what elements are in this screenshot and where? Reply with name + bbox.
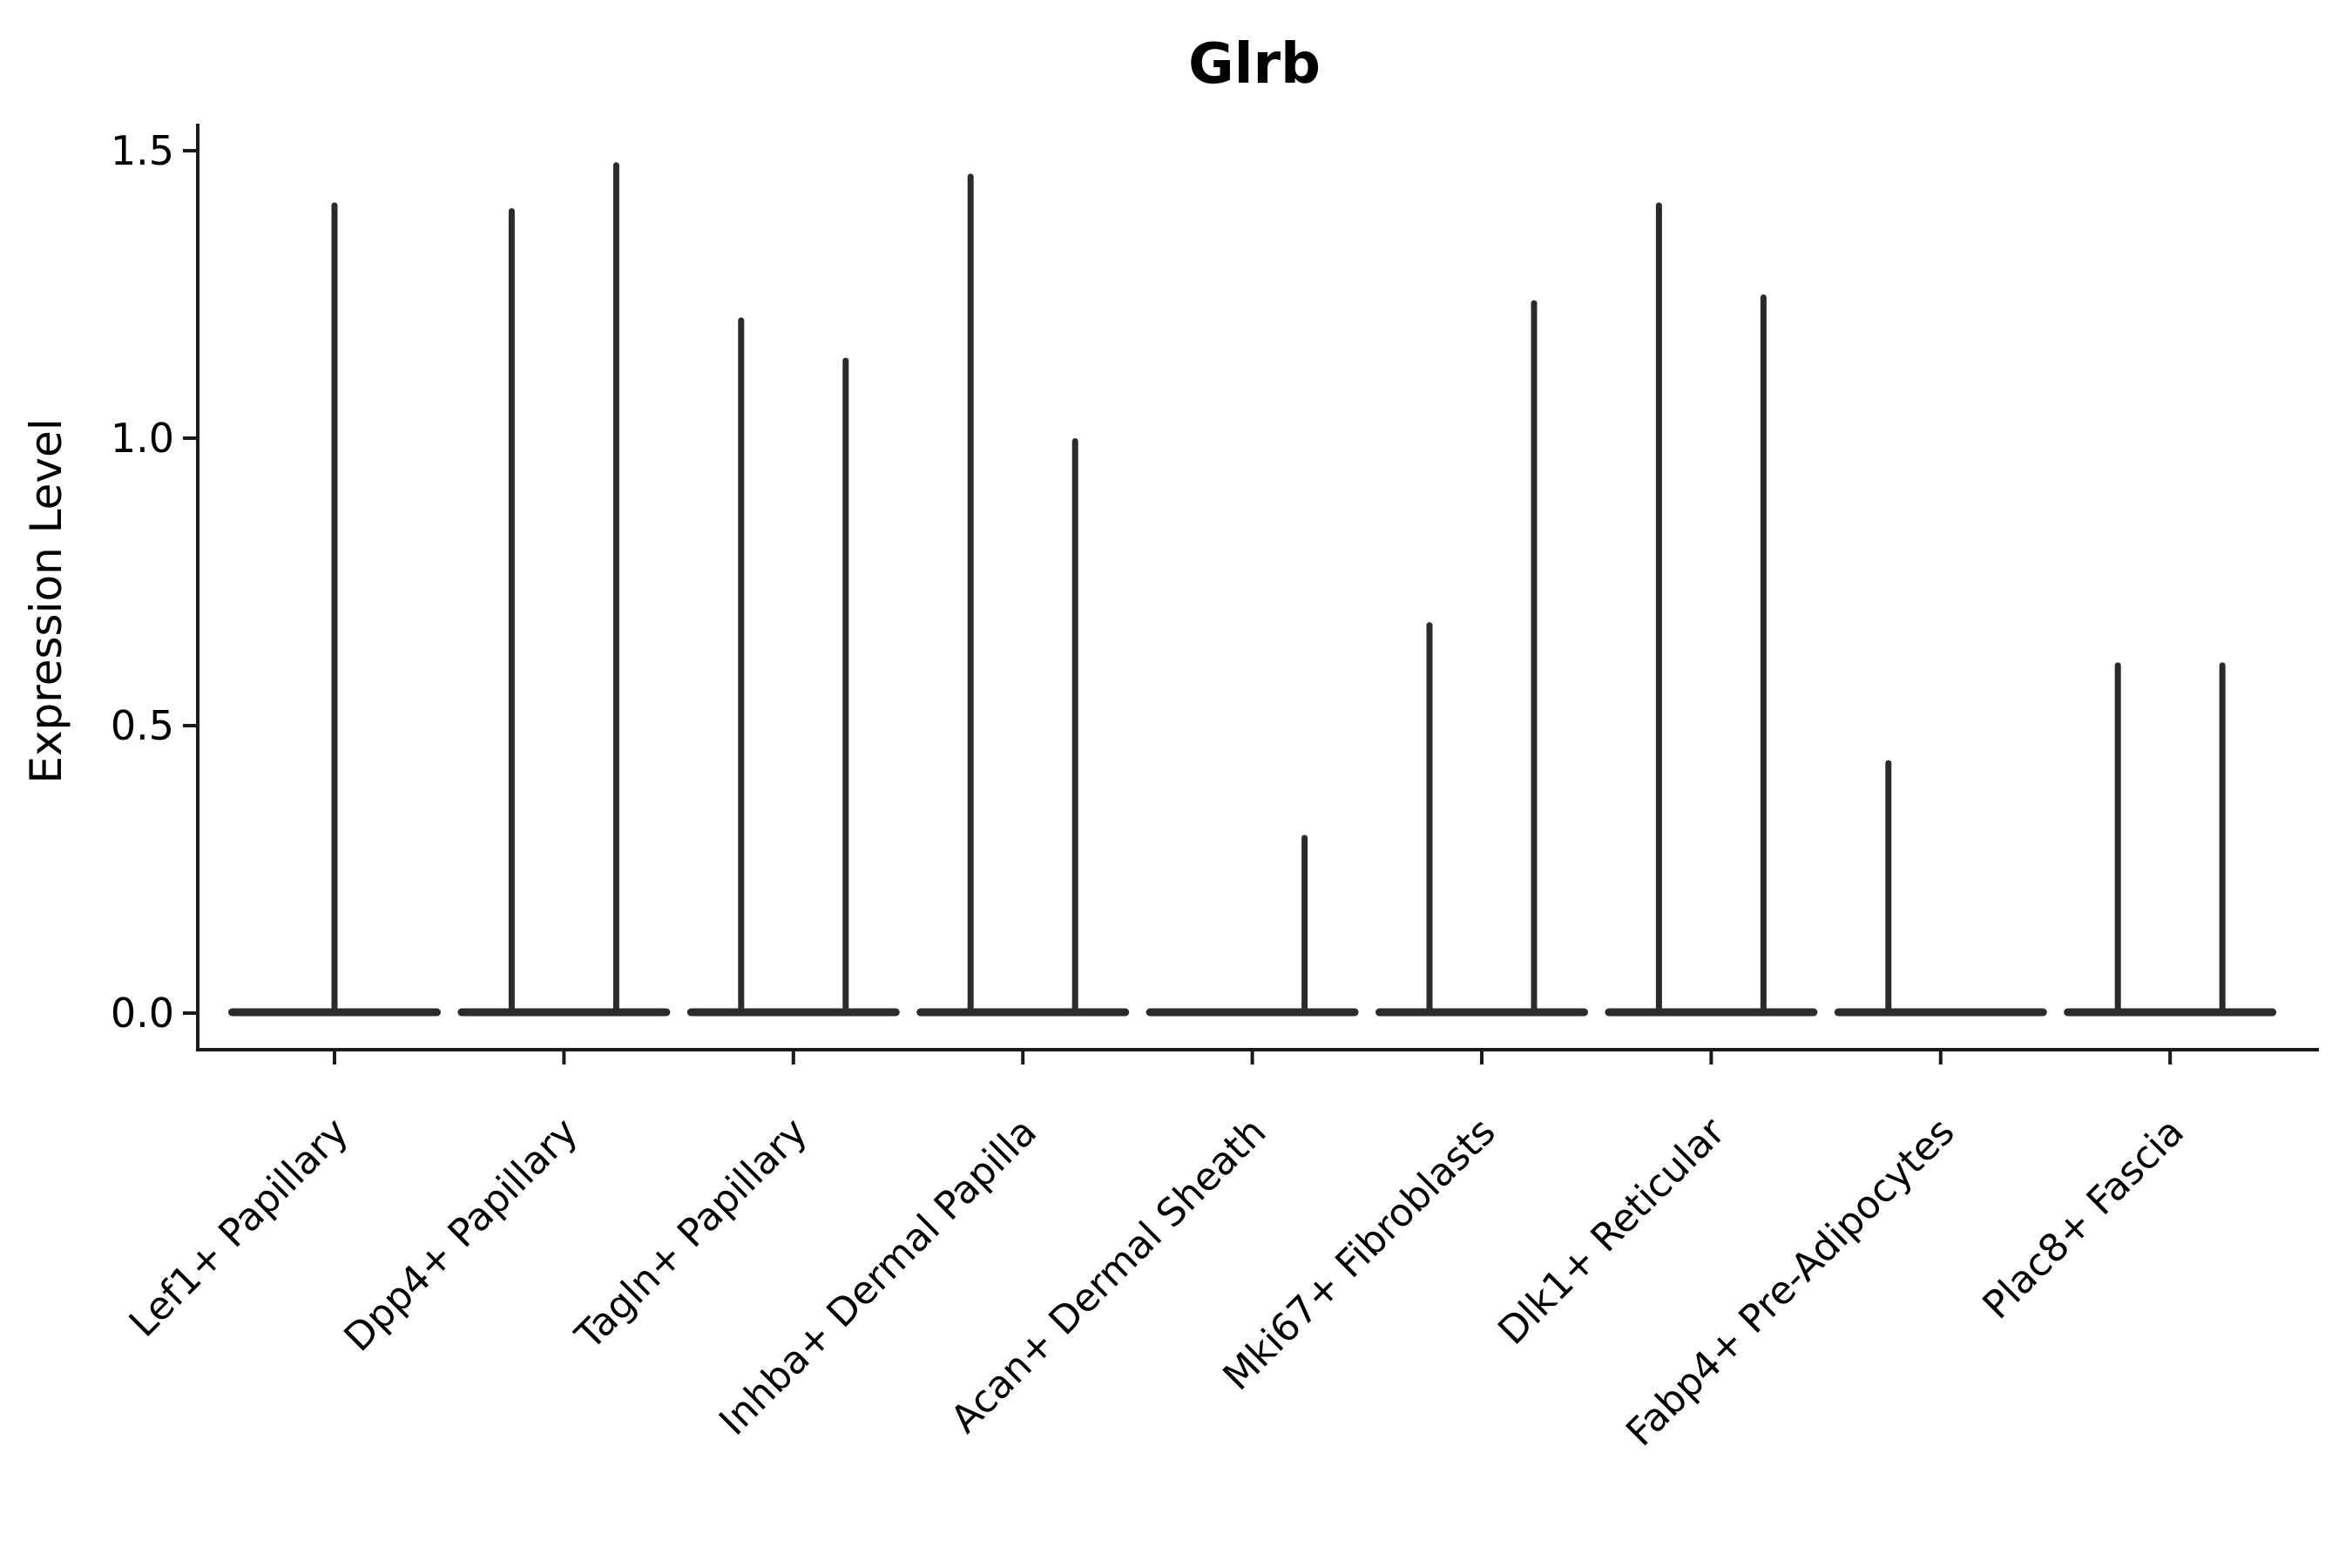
- chart-title: Glrb: [1188, 32, 1321, 97]
- x-axis-label: Dpp4+ Papillary: [336, 1110, 587, 1361]
- violin-spike: [612, 162, 619, 1012]
- violin-spike: [2219, 662, 2226, 1012]
- violin-base: [1834, 1008, 2047, 1017]
- violin-spike: [2114, 662, 2121, 1012]
- violin-base: [916, 1008, 1130, 1017]
- violin-spike: [508, 208, 515, 1012]
- violin-base: [2064, 1008, 2277, 1017]
- x-axis-label: Lef1+ Papillary: [121, 1110, 357, 1346]
- violins-layer: [228, 162, 2277, 1017]
- violin-spike: [1655, 202, 1662, 1012]
- violin-spike: [1301, 835, 1308, 1012]
- y-tick-label: 0.0: [111, 990, 174, 1037]
- y-tick-label: 1.0: [111, 415, 174, 462]
- violin-spike: [1426, 622, 1433, 1012]
- violin-spike: [1531, 300, 1538, 1013]
- violin-spike: [738, 317, 745, 1012]
- violin-spike: [967, 173, 974, 1012]
- violin-spike: [331, 202, 338, 1012]
- violin-spike: [1760, 294, 1767, 1012]
- x-axis-label: Plac8+ Fascia: [1974, 1110, 2193, 1328]
- violin-spike: [1071, 438, 1078, 1012]
- violin-base: [1146, 1008, 1359, 1017]
- violin-base: [1375, 1008, 1588, 1017]
- y-ticks-layer: 0.0 0.5 1.0 1.5: [111, 127, 198, 1037]
- x-axis-label: Dlk1+ Reticular: [1490, 1109, 1734, 1354]
- y-tick-label: 0.5: [111, 702, 174, 749]
- y-axis-label: Expression Level: [21, 418, 71, 783]
- violin-spike: [1885, 760, 1892, 1012]
- violin-spike: [842, 357, 849, 1013]
- violin-base: [686, 1008, 900, 1017]
- violin-base: [1605, 1008, 1818, 1017]
- x-ticks-layer: [333, 1050, 2173, 1064]
- violin-base: [457, 1008, 671, 1017]
- x-axis-label: Tagln+ Papillary: [566, 1110, 815, 1359]
- y-tick-label: 1.5: [111, 127, 174, 174]
